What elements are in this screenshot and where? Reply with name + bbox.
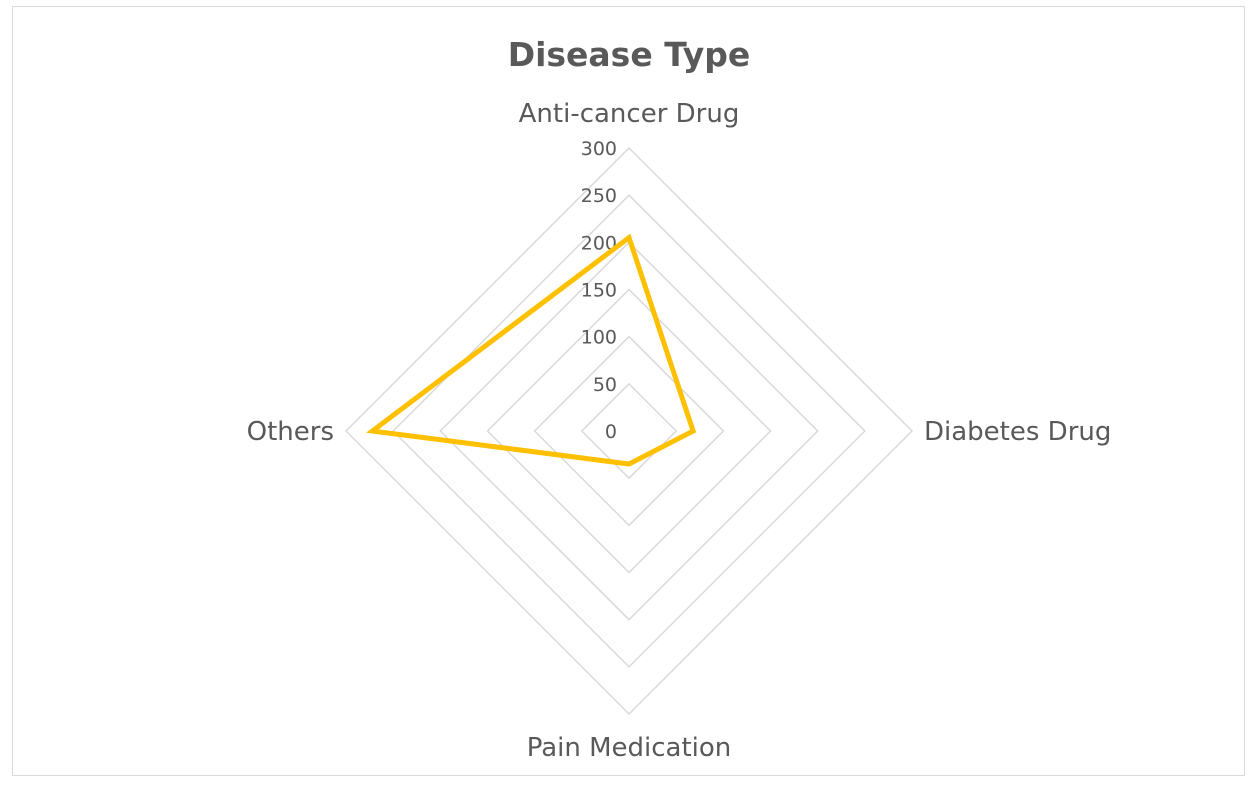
grid-ring-200 xyxy=(439,241,819,621)
data-point xyxy=(628,463,630,465)
data-point xyxy=(628,237,630,239)
category-label: Pain Medication xyxy=(527,733,732,763)
tick-label: 250 xyxy=(581,185,617,207)
grid-ring-100 xyxy=(533,335,725,527)
series-layer xyxy=(366,233,697,467)
tick-label: 150 xyxy=(581,280,617,302)
category-label: Diabetes Drug xyxy=(924,417,1111,447)
grid-ring-150 xyxy=(486,288,772,574)
category-label: Anti-cancer Drug xyxy=(519,99,740,129)
chart-area xyxy=(12,6,1245,776)
tick-label: 300 xyxy=(581,138,617,160)
data-point xyxy=(692,430,694,432)
radial-axis-ticks: 0 50 100 150 200 250 300 xyxy=(581,138,617,443)
tick-label: 0 xyxy=(605,421,617,443)
radar-grid xyxy=(344,146,914,716)
tick-label: 50 xyxy=(593,374,617,396)
tick-label: 200 xyxy=(581,232,617,254)
category-labels: Anti-cancer Drug Diabetes Drug Pain Medica… xyxy=(247,99,1112,763)
category-label: Others xyxy=(247,417,334,447)
grid-ring-300 xyxy=(344,146,914,716)
series-line xyxy=(366,233,697,467)
chart-title: Disease Type xyxy=(508,35,751,74)
tick-label: 100 xyxy=(581,327,617,349)
data-point xyxy=(371,430,373,432)
grid-ring-50 xyxy=(580,382,678,480)
grid-ring-250 xyxy=(392,194,866,668)
